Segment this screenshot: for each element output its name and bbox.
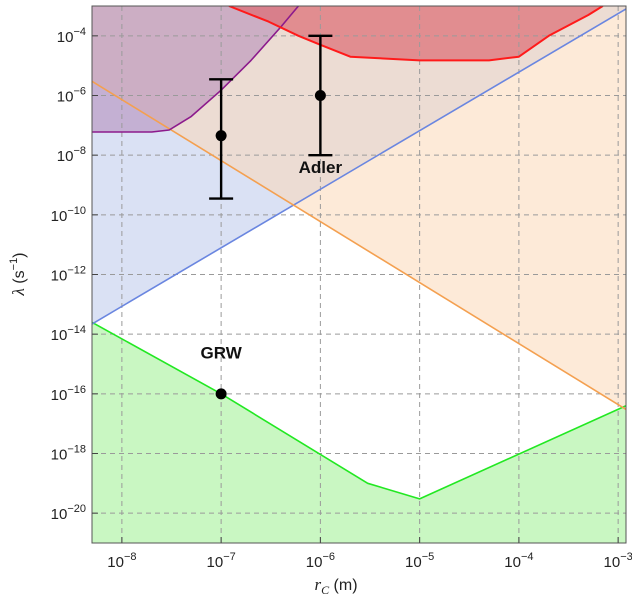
- y-axis-title-close: ): [11, 252, 28, 257]
- data-point: [215, 388, 227, 400]
- y-tick-label: 10−12: [51, 265, 86, 285]
- x-tick-label: 10−3: [604, 551, 632, 571]
- blue-line: [92, 8, 626, 325]
- x-tick-label: 10−4: [504, 551, 533, 571]
- grid: [92, 6, 626, 543]
- x-axis-title-unit: (m): [329, 577, 357, 594]
- red-curve: [228, 6, 604, 62]
- annotations: Adler GRW: [201, 158, 343, 363]
- y-axis-ticks: 10−20 10−18 10−16 10−14 10−12 10−10 10−8 10−6 10…: [51, 26, 98, 523]
- boundary-lines: [92, 6, 626, 500]
- y-axis-title-main: λ: [9, 288, 28, 296]
- purple-curve-region: [92, 6, 299, 132]
- y-axis-title: λ (s−1): [8, 252, 28, 296]
- data-points: [209, 34, 333, 400]
- y-tick-label: 10−18: [51, 444, 86, 464]
- green-curve-region: [92, 322, 626, 543]
- orange-line: [92, 80, 626, 411]
- x-axis-title-main: r: [314, 575, 321, 594]
- y-tick-label: 10−10: [51, 205, 86, 225]
- data-point: [215, 130, 227, 142]
- y-axis-title-exp: −1: [8, 258, 20, 271]
- y-tick-label: 10−4: [57, 26, 86, 46]
- green-curve: [92, 321, 626, 500]
- x-tick-label: 10−8: [107, 551, 136, 571]
- x-axis-title-sub: C: [321, 583, 330, 597]
- y-tick-label: 10−20: [51, 503, 86, 523]
- data-point: [314, 90, 326, 101]
- x-axis-ticks: 10−8 10−7 10−6 10−5 10−4 10−3: [107, 537, 632, 571]
- y-tick-label: 10−16: [51, 384, 86, 404]
- y-tick-label: 10−6: [57, 86, 86, 106]
- y-tick-label: 10−14: [51, 324, 86, 344]
- x-tick-label: 10−6: [306, 551, 335, 571]
- y-axis-title-unit: (s: [11, 270, 28, 288]
- purple-curve: [92, 6, 300, 133]
- annotation-grw: GRW: [201, 344, 243, 363]
- red-curve-region: [229, 6, 603, 61]
- x-tick-label: 10−5: [405, 551, 434, 571]
- annotation-adler: Adler: [299, 158, 343, 177]
- x-axis-title: rC (m): [314, 575, 357, 597]
- x-tick-label: 10−7: [207, 551, 236, 571]
- orange-line-region: [92, 6, 626, 410]
- y-tick-label: 10−8: [57, 145, 86, 165]
